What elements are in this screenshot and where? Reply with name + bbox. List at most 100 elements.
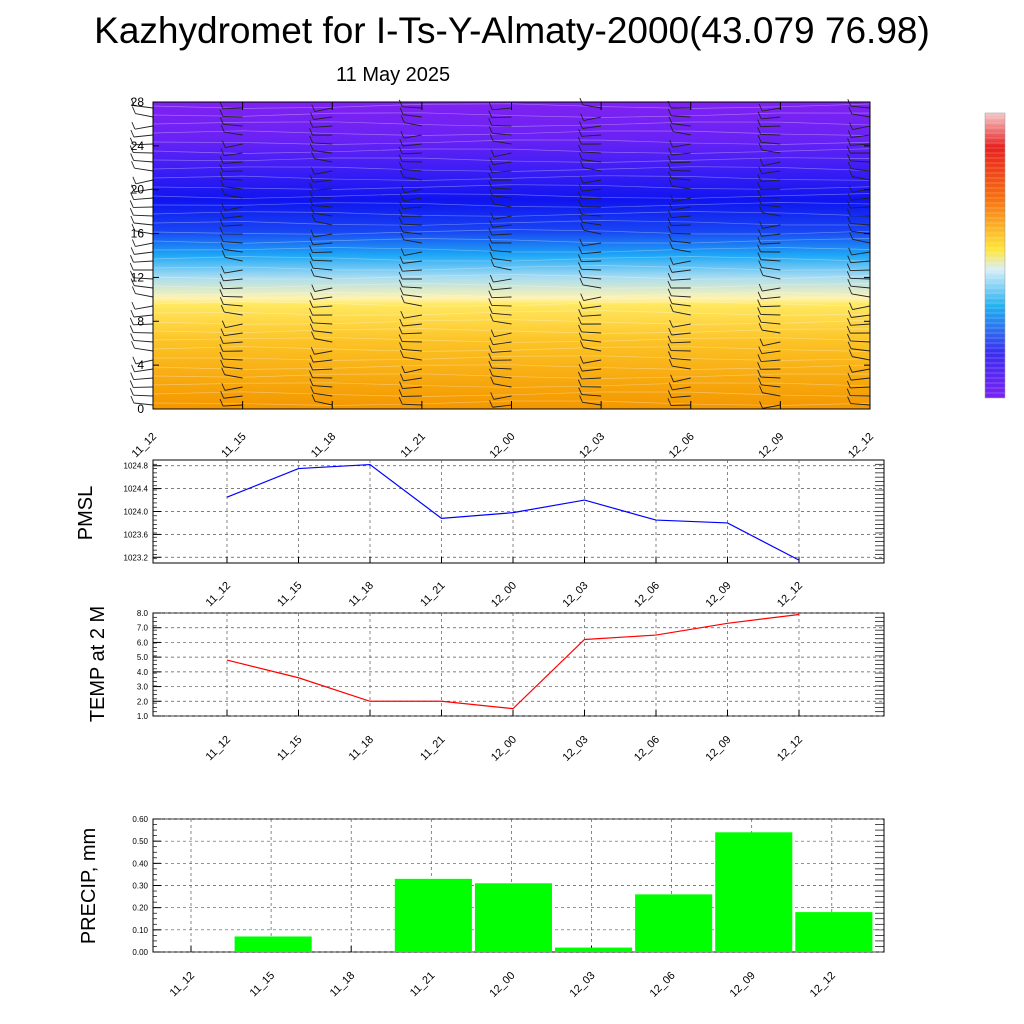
wind-barb [492, 375, 512, 379]
wind-barb-flag [309, 378, 314, 386]
isoline [152, 202, 871, 208]
wind-barb-flag [759, 385, 763, 393]
wind-barb [762, 212, 781, 217]
y-tick-label: 6.0 [137, 638, 149, 647]
wind-barb [224, 269, 243, 274]
wind-barb-flag [129, 317, 134, 325]
isoline [152, 265, 871, 271]
wind-barb [762, 107, 781, 112]
x-tick-label: 11_18 [309, 431, 339, 461]
wind-barb-flag [221, 250, 226, 258]
wind-barb-flag [579, 340, 584, 348]
colorbar-levels [984, 112, 1006, 399]
wind-barb [312, 259, 333, 262]
wind-barb-flag [758, 166, 763, 174]
wind-barb-flag [220, 211, 225, 219]
wind-barb [223, 215, 243, 219]
wind-barbs [129, 97, 871, 409]
wind-barb-flag [577, 136, 582, 145]
wind-barb [581, 251, 602, 255]
wind-barb [404, 122, 422, 127]
wind-barb-flag [489, 400, 493, 408]
wind-barb [760, 305, 781, 308]
wind-barb [314, 158, 333, 163]
wind-barb-flag [846, 153, 851, 162]
wind-barb-flag [489, 313, 494, 322]
wind-barb-flag [578, 363, 583, 372]
wind-barb [222, 178, 243, 181]
wind-barb-flag [578, 183, 583, 192]
wind-barb [133, 339, 154, 343]
wind-barb [222, 358, 243, 361]
wind-barb [852, 238, 871, 244]
wind-barb-flag [488, 360, 493, 369]
y-tick-label: 7.0 [137, 624, 149, 633]
wind-barb-flag [757, 189, 762, 198]
wind-barb [492, 224, 512, 228]
wind-barb [581, 331, 602, 334]
wind-barb-flag [489, 157, 494, 165]
wind-barb [402, 386, 422, 390]
wind-barb [402, 286, 422, 289]
wind-barb [402, 323, 422, 327]
wind-barb-flag [848, 247, 853, 256]
wind-barb [313, 150, 333, 154]
wind-barb [133, 314, 154, 318]
wind-barb [671, 215, 691, 219]
wind-barb [583, 296, 602, 302]
wind-barb-flag [310, 268, 315, 277]
wind-barb-flag [847, 341, 852, 349]
wind-barb [582, 104, 602, 109]
wind-barb-flag [219, 226, 224, 235]
isoline [152, 355, 871, 361]
y-tick-label: 0.60 [132, 815, 148, 824]
wind-barb [492, 350, 512, 353]
x-tick-label: 12_03 [561, 734, 591, 764]
wind-barb [760, 376, 781, 379]
wind-barb [582, 188, 602, 192]
wind-barb-flag [490, 212, 495, 220]
wind-barb [493, 320, 512, 325]
wind-barb-flag [399, 381, 403, 389]
wind-barb [133, 159, 154, 163]
y-tick-label: 28 [131, 95, 145, 109]
wind-barb-flag [757, 135, 762, 143]
wind-barb [850, 377, 871, 381]
wind-barb-flag [578, 332, 583, 340]
wind-barb-flag [132, 176, 137, 185]
wind-barb [404, 251, 422, 256]
wind-barb-flag [488, 306, 493, 314]
wind-barb-flag [309, 245, 313, 253]
wind-barb [493, 278, 512, 283]
wind-barb-flag [130, 278, 135, 286]
wind-barb [402, 206, 422, 210]
wind-barb-flag [580, 113, 585, 121]
wind-barb-flag [398, 146, 403, 154]
y-tick-label: 2.0 [137, 697, 149, 706]
wind-barb [492, 312, 512, 316]
wind-barb-flag [578, 207, 583, 215]
wind-barb [493, 265, 512, 271]
temp-ylabel: TEMP at 2 M [87, 606, 109, 722]
wind-barb-flag [669, 257, 674, 265]
wind-barb [402, 114, 422, 118]
wind-barb [133, 143, 154, 146]
wind-barb [135, 359, 154, 365]
wind-barb [314, 338, 333, 343]
wind-barb-flag [849, 302, 853, 310]
wind-barb [402, 403, 422, 406]
y-tick-label: 0.10 [132, 926, 148, 935]
wind-barb [851, 368, 871, 373]
wind-barb [492, 287, 512, 291]
wind-barb-flag [219, 297, 224, 305]
wind-barb-flag [758, 142, 763, 151]
wind-barb [850, 223, 871, 226]
wind-barb [224, 206, 243, 211]
wind-barb [313, 392, 333, 397]
x-tick-label: 11_21 [418, 734, 448, 764]
wind-barb [313, 359, 333, 363]
wind-barb-flag [578, 246, 583, 254]
wind-barb-flag [309, 370, 313, 378]
wind-barb [761, 204, 781, 208]
isoline [152, 184, 871, 190]
